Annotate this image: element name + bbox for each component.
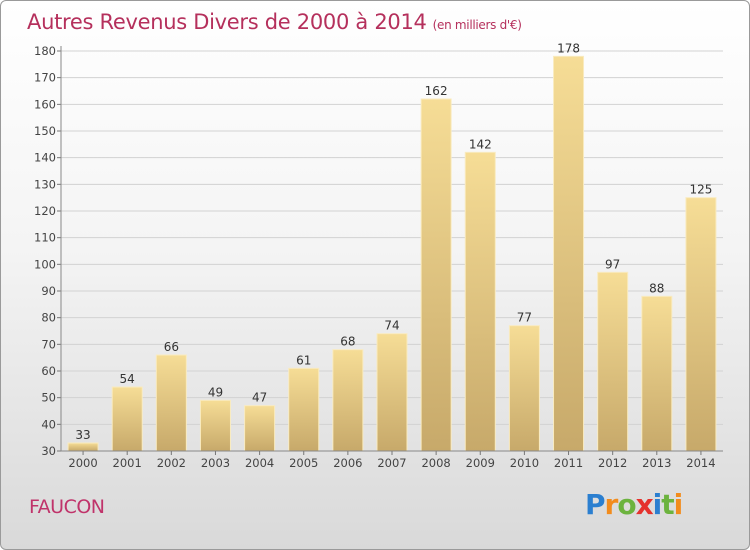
bar [332, 349, 364, 452]
y-tick-label: 130 [34, 177, 56, 191]
logo-letter: P [585, 488, 606, 521]
y-tick-label: 30 [41, 444, 56, 458]
bars: 33 54 66 49 47 61 68 74 162 142 77 178 97 88 125 [67, 41, 717, 452]
x-tick-label: 2007 [377, 456, 406, 470]
y-tick-label: 120 [34, 204, 56, 218]
bar [376, 333, 408, 452]
bar [199, 399, 231, 452]
bar [685, 197, 717, 452]
bar [67, 442, 99, 452]
bar [464, 151, 496, 452]
logo-letter: r [604, 488, 619, 521]
x-tick-label: 2006 [333, 456, 362, 470]
x-tick-label: 2008 [421, 456, 450, 470]
logo-letter: o [617, 488, 636, 521]
y-tick-label: 100 [34, 257, 56, 271]
y-tick-label: 160 [34, 97, 56, 111]
chart-title-text: Autres Revenus Divers de 2000 à 2014 [27, 10, 427, 34]
bar [111, 386, 143, 452]
x-tick-label: 2010 [510, 456, 539, 470]
y-tick-label: 80 [41, 311, 56, 325]
proxiti-logo: Proxiti [585, 488, 684, 521]
bar [641, 295, 673, 452]
x-tick-label: 2011 [554, 456, 583, 470]
bar-value-label: 142 [469, 137, 492, 151]
bar-value-label: 97 [605, 257, 620, 271]
y-tick-label: 40 [41, 417, 56, 431]
logo-letter: i [652, 488, 663, 521]
x-tick-label: 2012 [598, 456, 627, 470]
bar-value-label: 47 [252, 391, 267, 405]
place-name: FAUCON [29, 496, 105, 518]
y-tick-label: 140 [34, 151, 56, 165]
chart-unit: (en milliers d'€) [432, 18, 522, 32]
axes: 30 40 50 60 70 80 90 100 110 120 130 140 150 160 170 18… [34, 44, 723, 470]
bar-value-label: 74 [384, 319, 399, 333]
bar-value-label: 33 [75, 428, 90, 442]
x-tick-label: 2005 [289, 456, 318, 470]
chart-title: Autres Revenus Divers de 2000 à 2014 (en … [27, 10, 522, 34]
bar [508, 325, 540, 452]
bar-value-label: 68 [340, 335, 355, 349]
y-tick-label: 150 [34, 124, 56, 138]
bar [155, 354, 187, 452]
logo-letter: t [661, 488, 674, 521]
x-tick-label: 2004 [245, 456, 274, 470]
x-tick-label: 2001 [113, 456, 142, 470]
y-tick-label: 170 [34, 71, 56, 85]
bar [597, 271, 629, 452]
bar-value-label: 54 [120, 372, 135, 386]
x-tick-label: 2002 [157, 456, 186, 470]
logo-letter: x [635, 488, 654, 521]
y-tick-label: 90 [41, 284, 56, 298]
bar-value-label: 178 [557, 41, 580, 55]
bar [420, 98, 452, 452]
y-tick-label: 180 [34, 44, 56, 58]
y-tick-label: 50 [41, 391, 56, 405]
bar-value-label: 77 [517, 311, 532, 325]
x-tick-label: 2003 [201, 456, 230, 470]
bar-value-label: 61 [296, 353, 311, 367]
bar [553, 55, 585, 452]
bar-value-label: 162 [425, 84, 448, 98]
bar-value-label: 66 [164, 340, 179, 354]
bar [244, 405, 276, 452]
y-tick-label: 70 [41, 337, 56, 351]
logo-letter: i [673, 488, 684, 521]
y-tick-label: 60 [41, 364, 56, 378]
bar-value-label: 88 [649, 281, 664, 295]
x-tick-label: 2013 [642, 456, 671, 470]
bar [288, 367, 320, 452]
bar-value-label: 49 [208, 385, 223, 399]
x-tick-label: 2014 [686, 456, 715, 470]
x-tick-label: 2009 [466, 456, 495, 470]
y-tick-label: 110 [34, 231, 56, 245]
bar-value-label: 125 [689, 183, 712, 197]
x-tick-label: 2000 [68, 456, 97, 470]
